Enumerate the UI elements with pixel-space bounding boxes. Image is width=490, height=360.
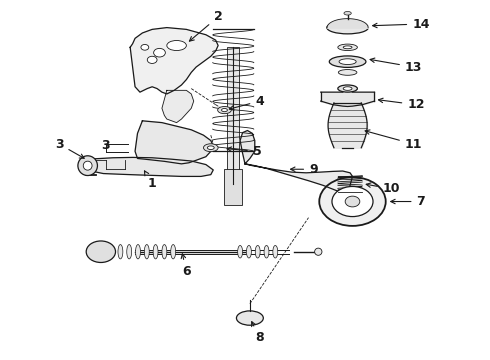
Polygon shape xyxy=(130,28,218,94)
Circle shape xyxy=(319,177,386,226)
Text: 2: 2 xyxy=(190,10,222,41)
Ellipse shape xyxy=(153,244,158,259)
Ellipse shape xyxy=(343,87,352,90)
Bar xyxy=(224,169,242,205)
Ellipse shape xyxy=(338,44,357,50)
Text: 10: 10 xyxy=(366,183,400,195)
Ellipse shape xyxy=(338,85,357,92)
Text: 3: 3 xyxy=(101,139,110,152)
Circle shape xyxy=(332,186,373,217)
Ellipse shape xyxy=(264,246,269,258)
Text: 13: 13 xyxy=(370,58,422,73)
Ellipse shape xyxy=(329,56,366,67)
Text: 7: 7 xyxy=(391,195,425,208)
Circle shape xyxy=(345,196,360,207)
Ellipse shape xyxy=(218,107,231,114)
Circle shape xyxy=(141,44,149,50)
Text: 3: 3 xyxy=(55,138,84,158)
Text: 12: 12 xyxy=(378,98,425,111)
Ellipse shape xyxy=(127,244,132,259)
Ellipse shape xyxy=(315,248,322,255)
Ellipse shape xyxy=(83,161,92,170)
Ellipse shape xyxy=(136,244,141,259)
Text: 9: 9 xyxy=(291,163,318,176)
Ellipse shape xyxy=(339,59,356,64)
Polygon shape xyxy=(162,90,194,123)
Polygon shape xyxy=(240,131,255,164)
Ellipse shape xyxy=(221,108,227,112)
Ellipse shape xyxy=(237,311,263,325)
Text: 11: 11 xyxy=(365,130,422,150)
Ellipse shape xyxy=(78,156,98,176)
Text: 1: 1 xyxy=(145,171,156,190)
Bar xyxy=(227,47,239,184)
Ellipse shape xyxy=(255,246,260,258)
Text: 5: 5 xyxy=(227,145,262,158)
Ellipse shape xyxy=(338,69,357,75)
Ellipse shape xyxy=(246,246,251,258)
Ellipse shape xyxy=(171,244,175,259)
Text: 8: 8 xyxy=(252,322,264,344)
Ellipse shape xyxy=(203,144,218,152)
Ellipse shape xyxy=(145,244,149,259)
Ellipse shape xyxy=(167,41,186,50)
Ellipse shape xyxy=(207,146,214,149)
Ellipse shape xyxy=(327,21,368,34)
Ellipse shape xyxy=(344,12,351,15)
Text: 4: 4 xyxy=(229,95,264,110)
Ellipse shape xyxy=(162,244,167,259)
Text: 6: 6 xyxy=(181,254,191,278)
Text: 14: 14 xyxy=(372,18,430,31)
Circle shape xyxy=(154,48,165,57)
Ellipse shape xyxy=(343,46,352,49)
Circle shape xyxy=(147,56,157,63)
Ellipse shape xyxy=(238,246,243,258)
Polygon shape xyxy=(86,157,213,176)
Polygon shape xyxy=(245,164,352,194)
Ellipse shape xyxy=(118,244,123,259)
Circle shape xyxy=(86,241,116,262)
Polygon shape xyxy=(135,121,213,164)
Ellipse shape xyxy=(273,246,278,258)
